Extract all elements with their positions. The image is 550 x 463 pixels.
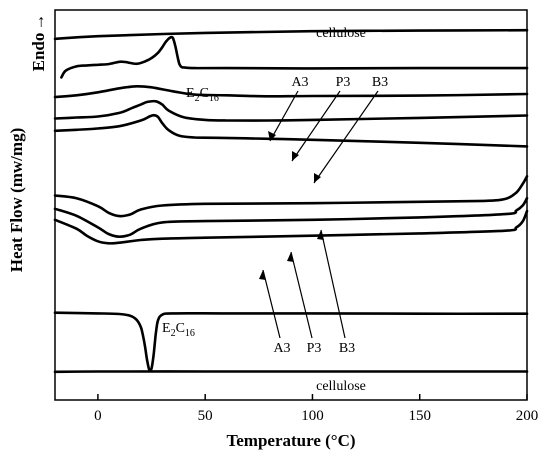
label-e2c16-heating: E2C16 [186, 86, 219, 104]
arrowhead-p3-cooling [287, 252, 294, 262]
endo-label: Endo [29, 33, 48, 72]
x-axis-label: Temperature (°C) [226, 431, 355, 450]
arrowhead-p3-heating [292, 151, 299, 161]
pointer-a3-cooling [262, 269, 281, 339]
curve-heating-a3 [53, 84, 529, 99]
pointer-a3-heating [269, 90, 299, 142]
curve-heating-e2c16 [60, 35, 529, 79]
label-p3-heating: P3 [336, 75, 351, 90]
x-axis-tick-labels: 0 50 100 150 200 [94, 408, 538, 424]
label-p3-cooling: P3 [307, 341, 322, 356]
x-tick-label-150: 150 [408, 408, 431, 424]
plot-frame [54, 9, 528, 401]
label-b3-heating: B3 [372, 75, 388, 90]
curve-cooling-e2c16 [53, 311, 529, 373]
x-tick-label-200: 200 [516, 408, 539, 424]
label-cellulose-heating: cellulose [316, 26, 366, 41]
curve-heating-cellulose [53, 28, 529, 41]
pointer-p3-cooling [290, 251, 313, 339]
pointer-p3-heating [291, 90, 341, 162]
label-a3-heating: A3 [291, 75, 308, 90]
pointer-b3-cooling [320, 229, 346, 339]
arrowhead-a3-cooling [259, 270, 266, 280]
pointer-b3-heating [313, 90, 379, 184]
x-tick-label-100: 100 [301, 408, 324, 424]
x-tick-label-50: 50 [198, 408, 213, 424]
curve-cooling-p3 [53, 196, 529, 239]
y-axis-label: Heat Flow (mw/mg) [7, 128, 26, 272]
curve-cooling-a3 [53, 209, 529, 245]
label-e2c16-cooling: E2C16 [162, 321, 195, 339]
x-tick-label-0: 0 [94, 408, 102, 424]
label-pointers [259, 90, 379, 339]
arrowhead-a3-heating [268, 131, 276, 141]
curve-cooling-b3 [53, 175, 529, 218]
curve-heating-p3 [53, 99, 529, 122]
label-a3-cooling: A3 [273, 341, 290, 356]
label-b3-cooling: B3 [339, 341, 355, 356]
label-cellulose-cooling: cellulose [316, 379, 366, 394]
arrowhead-b3-cooling [317, 230, 324, 240]
endo-indicator: Endo → [29, 14, 48, 72]
x-axis-ticks [97, 394, 528, 400]
arrowhead-b3-heating [314, 173, 321, 183]
endo-arrow-icon: → [29, 14, 48, 31]
